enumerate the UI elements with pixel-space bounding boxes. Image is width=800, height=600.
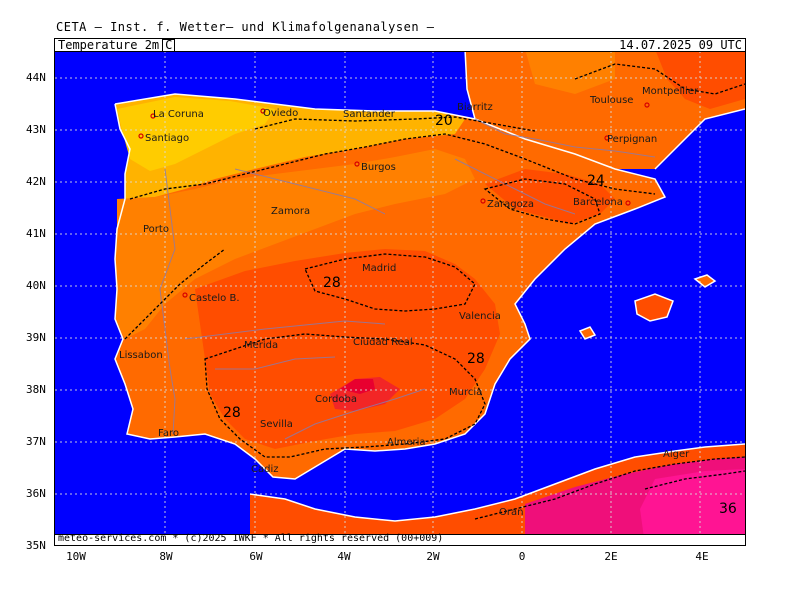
city-label: Burgos (361, 162, 396, 173)
lon-label: 4E (695, 550, 709, 563)
city-marker (480, 198, 486, 204)
central-hot-zone (195, 249, 500, 449)
lon-label: 10W (66, 550, 86, 563)
isotherm-north-france (574, 63, 746, 95)
city-label: Santiago (145, 133, 189, 144)
city-label: Faro (158, 428, 179, 439)
contour-label: 24 (587, 173, 605, 189)
isotherm-28-south (204, 333, 486, 458)
city-label: Sevilla (260, 419, 293, 430)
lat-label: 35N (26, 539, 46, 552)
mallorca-island (635, 294, 673, 321)
france-warm-north (525, 49, 615, 94)
contour-label: 28 (467, 351, 485, 367)
city-label: Zaragoza (487, 199, 534, 210)
contour-label: 28 (223, 405, 241, 421)
lon-label: 0 (518, 550, 526, 563)
temperature-map-svg: 20 24 28 28 28 36 La Coruna Oviedo Santa… (55, 39, 746, 545)
algeria-max-zone (640, 469, 745, 545)
city-marker (604, 135, 610, 141)
lat-label: 38N (26, 383, 46, 396)
city-label: Oran (499, 507, 523, 518)
city-marker (354, 161, 360, 167)
city-label: Barcelona (573, 197, 623, 208)
city-label: Madrid (362, 263, 396, 274)
city-label: Ciudad Real (353, 337, 413, 348)
map-header-bar: Temperature 2m C 14.07.2025 09 UTC (54, 38, 746, 52)
city-marker (182, 292, 188, 298)
unit-box: C (162, 39, 176, 52)
contour-label: 28 (323, 275, 341, 291)
lat-label: 39N (26, 331, 46, 344)
map-footer-bar: meteo-services.com * (c)2025 IWKF * All … (54, 533, 746, 546)
valid-time: 14.07.2025 09 UTC (619, 38, 742, 52)
lon-label: 6W (249, 550, 263, 563)
lat-label: 44N (26, 71, 46, 84)
isotherm-africa (474, 456, 746, 520)
city-label: Santander (343, 109, 396, 120)
lon-label: 2E (604, 550, 618, 563)
city-label: Alger (663, 449, 690, 460)
portugal-warm-zone (115, 149, 475, 339)
isotherm-20 (254, 116, 536, 132)
city-label: Valencia (459, 311, 501, 322)
city-marker (150, 113, 156, 119)
city-label: Almeria (387, 437, 426, 448)
borders-rivers (159, 118, 656, 440)
parameter-label: Temperature 2m C (58, 38, 176, 52)
city-label: Oviedo (263, 108, 298, 119)
graticule (55, 51, 745, 533)
city-marker (644, 102, 650, 108)
ebro-warm-zone (485, 169, 615, 224)
city-markers (138, 102, 650, 298)
isotherm-28-east (483, 178, 601, 225)
lat-label: 43N (26, 123, 46, 136)
isotherms (124, 63, 746, 520)
city-label: Toulouse (589, 95, 633, 106)
city-label: Montpellier (642, 86, 699, 97)
city-marker (625, 200, 631, 206)
contour-labels: 20 24 28 28 28 36 (223, 113, 737, 517)
city-label: Murcia (449, 387, 482, 398)
isotherm-36 (644, 470, 746, 490)
city-label: Merida (244, 340, 278, 351)
city-label: Zamora (271, 206, 310, 217)
city-marker (260, 108, 266, 114)
lat-label: 41N (26, 227, 46, 240)
city-label: Porto (143, 224, 169, 235)
lon-label: 4W (337, 550, 351, 563)
isotherm-24-north (129, 133, 656, 200)
parameter-name: Temperature 2m (58, 38, 160, 52)
city-marker (138, 133, 144, 139)
copyright-notice: meteo-services.com * (c)2025 IWKF * All … (58, 533, 444, 544)
contour-label: 36 (719, 501, 737, 517)
galicia-coolest-zone (117, 97, 275, 171)
lat-label: 37N (26, 435, 46, 448)
city-label: Lissabon (119, 350, 163, 361)
city-label: Biarritz (457, 102, 493, 113)
city-label: Cadiz (251, 464, 279, 475)
city-label: Castelo B. (189, 293, 240, 304)
lon-label: 2W (426, 550, 440, 563)
city-label: La Coruna (153, 109, 204, 120)
contour-label: 20 (435, 113, 453, 129)
france-hot-zone (655, 49, 745, 109)
lat-label: 40N (26, 279, 46, 292)
isotherm-28-central (304, 253, 476, 312)
city-label: Perpignan (607, 134, 657, 145)
isotherm-24-west (124, 248, 226, 340)
lat-label: 36N (26, 487, 46, 500)
coastlines (114, 48, 746, 522)
chart-title: CETA — Inst. f. Wetter— und Klimafolgena… (56, 20, 435, 34)
city-labels: La Coruna Oviedo Santander Biarritz Toul… (119, 86, 699, 518)
city-label: Cordoba (315, 394, 357, 405)
lon-label: 8W (159, 550, 173, 563)
lat-label: 42N (26, 175, 46, 188)
map-area: 20 24 28 28 28 36 La Coruna Oviedo Santa… (54, 38, 746, 546)
